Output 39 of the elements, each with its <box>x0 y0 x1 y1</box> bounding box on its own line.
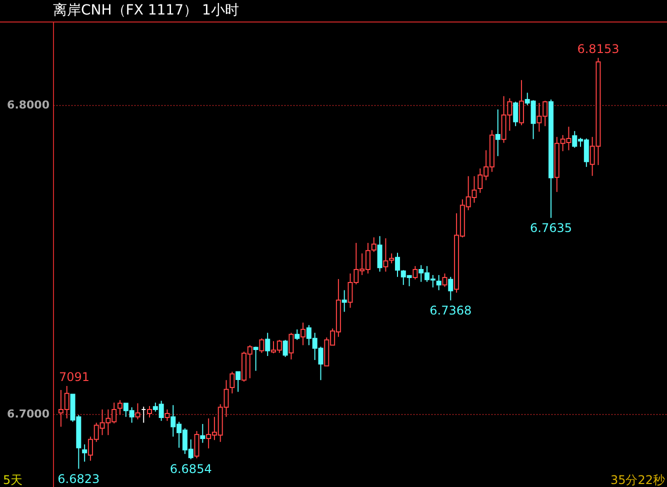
candlestick <box>383 238 388 272</box>
candlestick <box>117 400 122 416</box>
annotation: 6.6823 <box>58 472 100 486</box>
candlestick <box>164 408 170 422</box>
candlestick <box>288 332 294 360</box>
candlestick <box>442 273 448 288</box>
candlestick <box>448 276 454 301</box>
candlestick <box>82 444 88 462</box>
chart-title: 离岸CNH（FX 1117） 1小时 <box>53 2 239 18</box>
annotation: 6.8153 <box>577 42 620 56</box>
candlestick <box>495 108 500 157</box>
annotation: 6.6854 <box>170 462 212 476</box>
text: 5天 <box>3 473 23 487</box>
text: 35分22秒 <box>610 473 665 487</box>
candlestick <box>394 252 400 278</box>
candlestick <box>265 332 270 356</box>
annotation: 6.7368 <box>430 303 472 318</box>
candlestick <box>147 406 152 418</box>
candlestick <box>389 252 394 264</box>
candlestick <box>518 80 524 126</box>
candlestick <box>412 266 418 280</box>
candlestick <box>253 346 258 372</box>
candlestick <box>300 322 306 346</box>
candlestick <box>230 371 235 394</box>
candlestick <box>342 290 347 312</box>
annotation: 6.7635 <box>530 220 572 235</box>
annotation: 7091 <box>58 370 90 384</box>
candlestick <box>436 274 442 291</box>
candlestick <box>513 101 518 127</box>
y-tick-label: 6.7000 <box>7 408 50 421</box>
candlestick <box>282 339 288 358</box>
candlestick <box>194 430 200 459</box>
candlestick <box>377 236 382 272</box>
candlestick <box>294 328 300 340</box>
candlestick <box>259 338 264 354</box>
y-tick-label: 6.8000 <box>7 98 50 112</box>
candlestick <box>200 423 206 444</box>
candlestick <box>135 402 140 420</box>
candlestick <box>236 371 241 392</box>
